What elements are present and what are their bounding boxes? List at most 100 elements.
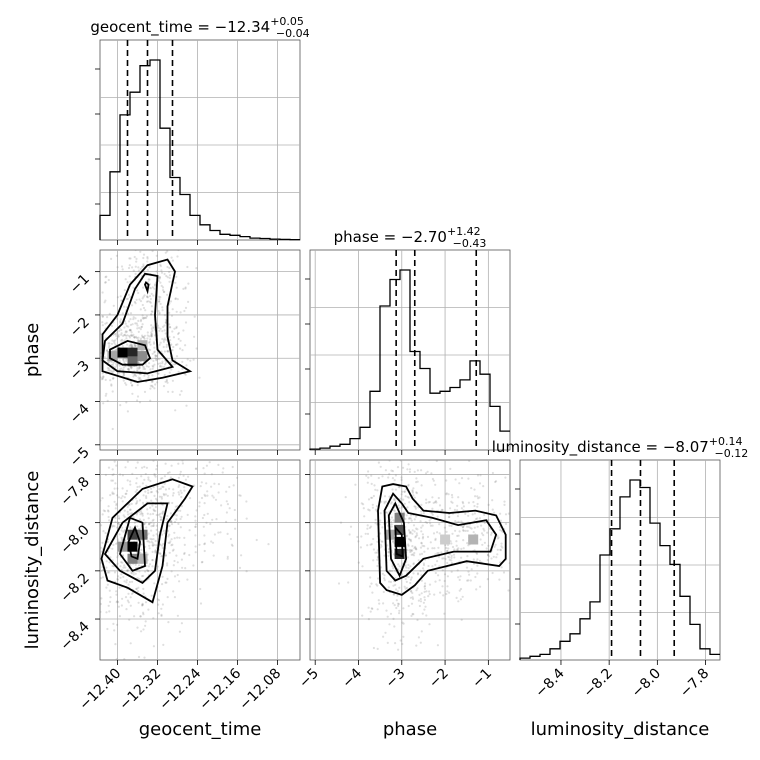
sample-point bbox=[120, 604, 123, 607]
sample-point bbox=[201, 516, 204, 520]
sample-point bbox=[514, 496, 516, 498]
sample-point bbox=[387, 586, 390, 589]
density-cell bbox=[137, 351, 148, 362]
sample-point bbox=[90, 353, 92, 355]
sample-point bbox=[432, 532, 436, 535]
sample-point bbox=[116, 331, 119, 334]
sample-point bbox=[408, 517, 411, 520]
sample-point bbox=[138, 326, 141, 329]
sample-point bbox=[101, 315, 104, 318]
sample-point bbox=[420, 503, 423, 506]
sample-point bbox=[229, 537, 232, 541]
sample-point bbox=[107, 515, 110, 519]
sample-point bbox=[374, 551, 377, 554]
sample-point bbox=[150, 490, 153, 494]
sample-point bbox=[142, 306, 146, 310]
sample-point bbox=[202, 467, 205, 470]
sample-point bbox=[109, 556, 112, 559]
sample-point bbox=[135, 257, 138, 260]
sample-point bbox=[404, 564, 407, 567]
xtick-label: −12.24 bbox=[156, 665, 204, 713]
sample-point bbox=[466, 542, 469, 545]
sample-point bbox=[107, 342, 110, 345]
sample-point bbox=[349, 525, 353, 528]
sample-point bbox=[162, 485, 165, 489]
sample-point bbox=[162, 492, 165, 496]
sample-point bbox=[467, 544, 470, 547]
sample-point bbox=[369, 543, 372, 546]
sample-point bbox=[152, 518, 155, 521]
sample-point bbox=[121, 345, 124, 348]
sample-point bbox=[130, 334, 133, 337]
sample-point bbox=[85, 602, 87, 604]
sample-point bbox=[146, 256, 149, 259]
sample-point bbox=[376, 551, 379, 554]
sample-point bbox=[100, 499, 102, 502]
sample-point bbox=[146, 512, 149, 515]
sample-point bbox=[107, 604, 110, 607]
sample-point bbox=[433, 593, 436, 596]
sample-point bbox=[164, 332, 167, 335]
sample-point bbox=[86, 597, 88, 599]
sample-point bbox=[487, 555, 490, 558]
sample-point bbox=[140, 475, 143, 478]
sample-point bbox=[125, 359, 128, 362]
sample-point bbox=[86, 384, 88, 386]
sample-point bbox=[115, 348, 118, 351]
sample-point bbox=[117, 335, 120, 338]
sample-point bbox=[150, 331, 153, 334]
sample-point bbox=[166, 564, 169, 567]
sample-point bbox=[92, 344, 94, 346]
sample-point bbox=[126, 569, 129, 572]
sample-point bbox=[448, 515, 451, 519]
contour-level-3 bbox=[387, 501, 408, 578]
sample-point bbox=[125, 383, 128, 386]
sample-point bbox=[151, 374, 154, 377]
sample-point bbox=[125, 357, 128, 360]
sample-point bbox=[130, 384, 134, 387]
sample-point bbox=[158, 343, 161, 346]
sample-point bbox=[156, 598, 159, 601]
sample-point bbox=[412, 494, 415, 497]
sample-point bbox=[164, 318, 168, 321]
sample-point bbox=[146, 569, 149, 572]
sample-point bbox=[362, 503, 365, 506]
sample-point bbox=[149, 287, 152, 290]
sample-point bbox=[456, 504, 459, 507]
sample-point bbox=[116, 551, 119, 555]
sample-point bbox=[445, 530, 448, 534]
sample-point bbox=[486, 558, 489, 562]
sample-point bbox=[156, 464, 159, 467]
sample-point bbox=[384, 500, 388, 503]
sample-point bbox=[133, 345, 136, 348]
sample-point bbox=[184, 286, 187, 289]
sample-point bbox=[165, 581, 168, 584]
sample-point bbox=[465, 525, 469, 528]
sample-point bbox=[161, 337, 164, 341]
sample-point bbox=[482, 527, 485, 531]
sample-point bbox=[186, 578, 189, 581]
sample-point bbox=[94, 371, 96, 373]
sample-point bbox=[228, 485, 231, 489]
sample-point bbox=[126, 343, 129, 346]
sample-point bbox=[435, 501, 438, 504]
sample-point bbox=[500, 566, 503, 569]
sample-point bbox=[147, 348, 150, 351]
sample-point bbox=[407, 544, 410, 547]
sample-point bbox=[136, 289, 139, 292]
sample-point bbox=[155, 544, 158, 547]
sample-point bbox=[159, 364, 162, 367]
sample-point bbox=[498, 578, 501, 581]
sample-point bbox=[407, 563, 410, 567]
sample-point bbox=[117, 539, 120, 543]
sample-point bbox=[419, 597, 422, 601]
ytick-label: −2 bbox=[67, 314, 93, 340]
sample-point bbox=[456, 534, 459, 538]
density-cell bbox=[117, 347, 128, 358]
contour-level-2 bbox=[103, 502, 169, 585]
sample-point bbox=[105, 275, 108, 278]
sample-point bbox=[176, 343, 179, 346]
sample-point bbox=[120, 497, 123, 500]
sample-point bbox=[394, 488, 397, 491]
sample-point bbox=[100, 561, 102, 565]
